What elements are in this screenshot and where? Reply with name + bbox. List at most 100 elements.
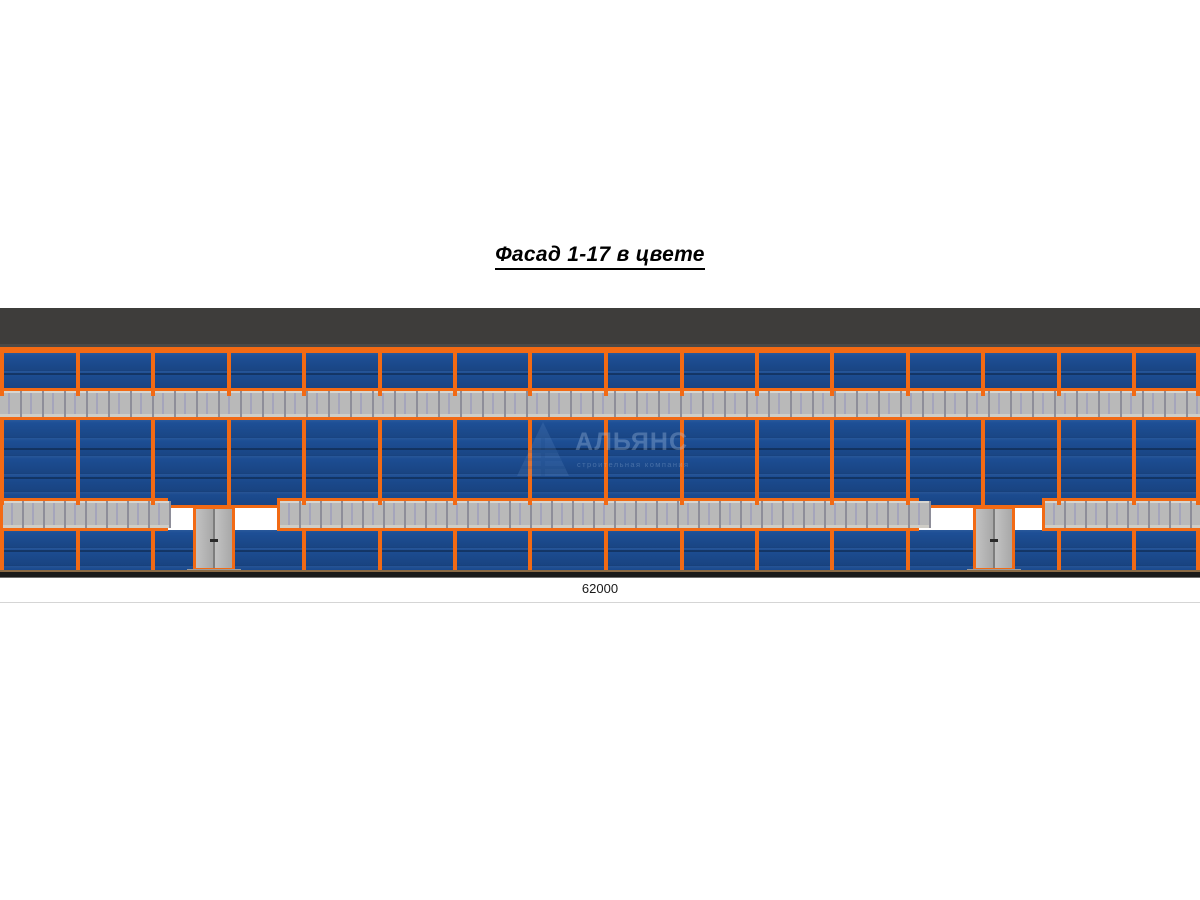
- orange-column-1: [76, 353, 80, 396]
- facade-elevation-drawing: [0, 308, 1200, 578]
- orange-column-2: [151, 420, 155, 505]
- window-pane: [1150, 501, 1171, 528]
- base-trim-line: [0, 570, 1200, 572]
- window-pane: [748, 391, 770, 417]
- window-pane: [814, 391, 836, 417]
- window-pane: [286, 391, 308, 417]
- window-pane: [242, 391, 264, 417]
- window-pane: [1078, 391, 1100, 417]
- window-pane: [110, 391, 132, 417]
- window-pane: [594, 391, 616, 417]
- window-pane: [364, 501, 385, 528]
- window-pane: [616, 391, 638, 417]
- window-pane: [45, 501, 66, 528]
- orange-column-9: [680, 420, 684, 505]
- window-pane: [374, 391, 396, 417]
- orange-column-7: [528, 420, 532, 505]
- window-pane: [418, 391, 440, 417]
- window-pane: [847, 501, 868, 528]
- orange-column-15: [1132, 420, 1136, 505]
- door-handle-icon: [990, 538, 998, 542]
- orange-column-7: [528, 530, 532, 571]
- window-pane: [742, 501, 763, 528]
- window-pane: [22, 391, 44, 417]
- window-pane: [616, 501, 637, 528]
- window-pane: [1012, 391, 1034, 417]
- window-pane: [902, 391, 924, 417]
- orange-column-5: [378, 353, 382, 396]
- window-pane: [150, 501, 171, 528]
- page-title: Фасад 1-17 в цвете: [0, 243, 1200, 270]
- window-pane: [280, 501, 301, 528]
- window-pane: [721, 501, 742, 528]
- lower-ribbon-left-panes: [3, 501, 171, 528]
- orange-column-16: [1196, 353, 1200, 396]
- window-pane: [532, 501, 553, 528]
- window-pane: [506, 391, 528, 417]
- window-pane: [763, 501, 784, 528]
- window-pane: [44, 391, 66, 417]
- orange-column-12: [906, 420, 910, 505]
- window-pane: [660, 391, 682, 417]
- orange-column-11: [830, 353, 834, 396]
- orange-column-11: [830, 420, 834, 505]
- orange-column-8: [604, 353, 608, 396]
- orange-column-7: [528, 353, 532, 396]
- window-pane: [1108, 501, 1129, 528]
- orange-column-13: [981, 353, 985, 396]
- lower-ribbon-center-panes: [280, 501, 931, 528]
- window-pane: [462, 391, 484, 417]
- window-pane: [880, 391, 902, 417]
- window-pane: [352, 391, 374, 417]
- orange-column-5: [378, 420, 382, 505]
- window-pane: [87, 501, 108, 528]
- window-pane: [990, 391, 1012, 417]
- window-pane: [638, 391, 660, 417]
- window-pane: [301, 501, 322, 528]
- lower-wall-band: [0, 530, 1200, 571]
- orange-column-9: [680, 530, 684, 571]
- window-pane: [784, 501, 805, 528]
- base-plinth: [0, 572, 1200, 577]
- window-pane: [220, 391, 242, 417]
- window-pane: [176, 391, 198, 417]
- window-pane: [637, 501, 658, 528]
- window-pane: [198, 391, 220, 417]
- window-pane: [910, 501, 931, 528]
- window-pane: [595, 501, 616, 528]
- ground-line: [0, 577, 1200, 578]
- overall-dimension-label: 62000: [581, 581, 619, 596]
- window-pane: [946, 391, 968, 417]
- window-pane: [704, 391, 726, 417]
- window-pane: [484, 391, 506, 417]
- window-pane: [889, 501, 910, 528]
- orange-column-3: [227, 353, 231, 396]
- orange-column-16: [1196, 420, 1200, 505]
- window-pane: [658, 501, 679, 528]
- window-pane: [836, 391, 858, 417]
- roof-orange-trim: [0, 347, 1200, 353]
- window-pane: [805, 501, 826, 528]
- orange-column-4: [302, 353, 306, 396]
- window-pane: [264, 391, 286, 417]
- window-pane: [1166, 391, 1188, 417]
- middle-wall-band: [0, 420, 1200, 505]
- window-pane: [0, 391, 22, 417]
- entrance-door-left[interactable]: [193, 506, 235, 571]
- orange-column-0: [0, 353, 4, 396]
- orange-column-9: [680, 353, 684, 396]
- dimension-line: [0, 602, 1200, 603]
- orange-column-6: [453, 530, 457, 571]
- window-pane: [385, 501, 406, 528]
- window-pane: [343, 501, 364, 528]
- window-pane: [1087, 501, 1108, 528]
- window-pane: [132, 391, 154, 417]
- orange-column-2: [151, 353, 155, 396]
- orange-column-10: [755, 353, 759, 396]
- lower-ribbon-right-panes: [1045, 501, 1200, 528]
- orange-column-14: [1057, 530, 1061, 571]
- window-pane: [396, 391, 418, 417]
- orange-column-15: [1132, 353, 1136, 396]
- entrance-door-right[interactable]: [973, 506, 1015, 571]
- window-pane: [826, 501, 847, 528]
